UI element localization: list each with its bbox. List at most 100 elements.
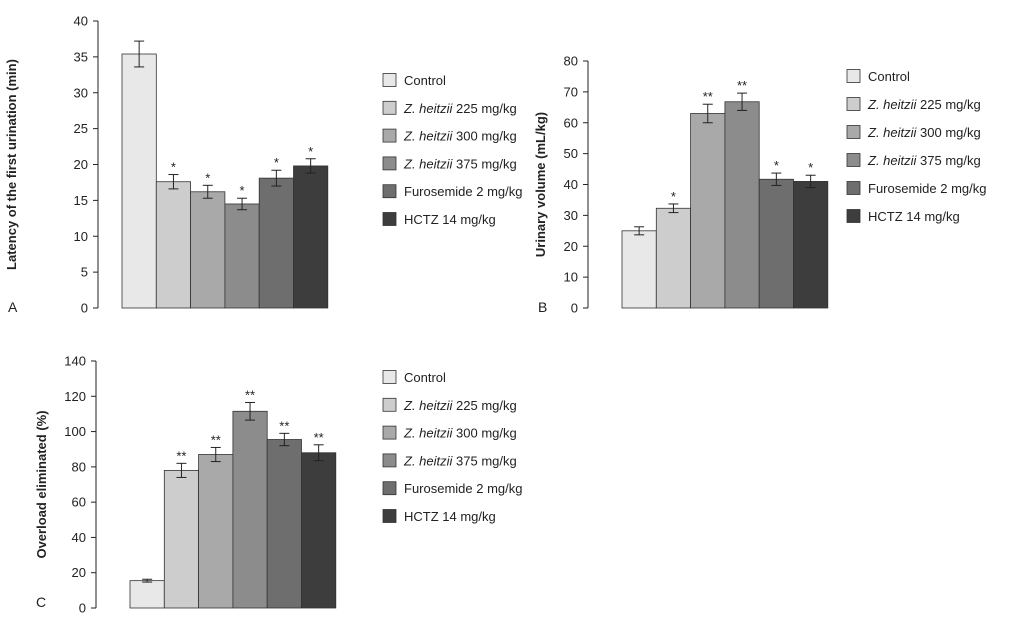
legend-swatch xyxy=(382,156,397,171)
y-axis-label: Overload eliminated (%) xyxy=(34,410,49,558)
y-tick-label: 60 xyxy=(72,495,86,510)
y-tick-label: 50 xyxy=(564,146,578,161)
panel-a-chart: 0 5 10 15 20 25 30 35 40 Latency of the first uri… xyxy=(4,14,523,316)
y-tick-label: 0 xyxy=(81,301,88,316)
legend-swatch xyxy=(382,212,397,226)
bar xyxy=(301,452,337,609)
bar xyxy=(163,469,200,609)
bar xyxy=(129,580,165,609)
y-tick-label: 20 xyxy=(72,565,86,580)
significance-label: * xyxy=(308,144,313,159)
significance-label: ** xyxy=(245,387,255,402)
y-tick-label: 10 xyxy=(74,229,88,244)
bar xyxy=(293,165,329,309)
y-tick-label: 60 xyxy=(564,115,578,130)
legend-label: Z. heitzii 300 mg/kg xyxy=(403,129,517,144)
legend-label: Z. heitzii 225 mg/kg xyxy=(403,398,517,413)
y-tick-label: 30 xyxy=(74,85,88,100)
legend-swatch xyxy=(382,509,397,523)
legend-label: Z. heitzii 375 mg/kg xyxy=(867,153,981,168)
bar xyxy=(266,439,302,609)
significance-label: ** xyxy=(211,432,221,447)
legend-swatch xyxy=(382,481,397,496)
bar xyxy=(258,177,294,309)
significance-label: * xyxy=(240,183,245,198)
y-tick-label: 80 xyxy=(72,459,86,474)
significance-label: * xyxy=(274,155,279,170)
y-tick-label: 40 xyxy=(564,177,578,192)
legend-label: HCTZ 14 mg/kg xyxy=(404,212,496,227)
legend-label: Furosemide 2 mg/kg xyxy=(868,181,987,196)
legend-swatch xyxy=(846,125,861,139)
y-tick-label: 25 xyxy=(74,121,88,136)
bar xyxy=(232,410,268,609)
y-tick-label: 35 xyxy=(74,49,88,64)
significance-label: * xyxy=(205,170,210,185)
legend-swatch xyxy=(382,184,397,199)
y-tick-label: 100 xyxy=(64,424,86,439)
y-tick-label: 30 xyxy=(564,208,578,223)
legend-label: Z. heitzii 225 mg/kg xyxy=(867,97,981,112)
y-tick-label: 140 xyxy=(64,354,86,369)
bar xyxy=(655,207,691,309)
bar xyxy=(621,230,657,309)
significance-label: * xyxy=(774,158,779,173)
significance-label: ** xyxy=(314,430,324,445)
legend-swatch xyxy=(382,397,397,412)
significance-label: ** xyxy=(279,418,289,433)
significance-label: * xyxy=(671,189,676,204)
bar xyxy=(758,178,794,309)
legend-swatch xyxy=(846,209,861,223)
legend-label: Z. heitzii 375 mg/kg xyxy=(403,453,517,468)
bar xyxy=(121,53,157,309)
bar xyxy=(690,113,726,309)
y-tick-label: 80 xyxy=(564,54,578,69)
legend-swatch xyxy=(382,370,397,384)
legend-swatch xyxy=(382,453,397,468)
legend-label: Control xyxy=(868,69,910,84)
legend-swatch xyxy=(846,97,861,111)
bar xyxy=(793,181,829,309)
legend-swatch xyxy=(846,153,861,167)
y-tick-label: 70 xyxy=(564,84,578,99)
legend-label: Control xyxy=(404,370,446,385)
legend-label: Furosemide 2 mg/kg xyxy=(404,184,523,199)
significance-label: ** xyxy=(737,78,747,93)
legend-label: Z. heitzii 225 mg/kg xyxy=(403,101,517,116)
legend-swatch xyxy=(382,100,397,115)
legend-label: HCTZ 14 mg/kg xyxy=(404,509,496,524)
legend-swatch xyxy=(382,128,397,143)
y-tick-label: 0 xyxy=(571,301,578,316)
legend-swatch xyxy=(846,181,861,195)
y-tick-label: 0 xyxy=(79,601,86,616)
legend-label: Furosemide 2 mg/kg xyxy=(404,481,523,496)
legend-label: Z. heitzii 375 mg/kg xyxy=(403,156,517,171)
legend-label: HCTZ 14 mg/kg xyxy=(868,209,960,224)
y-tick-label: 5 xyxy=(81,265,88,280)
significance-label: * xyxy=(808,160,813,175)
y-tick-label: 40 xyxy=(74,14,88,29)
panel-b-chart: 0 10 20 30 40 50 60 70 80 Urinary volume (mL/kg) B… xyxy=(533,54,987,316)
legend-label: Z. heitzii 300 mg/kg xyxy=(403,426,517,441)
legend-label: Z. heitzii 300 mg/kg xyxy=(867,125,981,140)
y-tick-label: 20 xyxy=(74,157,88,172)
panel-letter: C xyxy=(36,594,46,610)
y-axis-label: Latency of the first urination (min) xyxy=(4,59,19,270)
bar xyxy=(724,101,760,309)
bar xyxy=(198,454,234,609)
y-tick-label: 10 xyxy=(564,270,578,285)
panel-letter: B xyxy=(538,299,547,315)
significance-label: ** xyxy=(703,89,713,104)
y-tick-label: 120 xyxy=(64,389,86,404)
significance-label: ** xyxy=(176,448,186,463)
bar xyxy=(190,191,226,309)
y-axis-label: Urinary volume (mL/kg) xyxy=(533,112,548,257)
panel-c-chart: 0 20 40 60 80 100 120 140 Overload eliminated (%… xyxy=(34,354,523,616)
legend-swatch xyxy=(846,69,861,83)
y-tick-label: 40 xyxy=(72,530,86,545)
legend-swatch xyxy=(382,73,397,87)
legend-swatch xyxy=(382,425,397,440)
legend-label: Control xyxy=(404,73,446,88)
bar xyxy=(155,181,192,309)
